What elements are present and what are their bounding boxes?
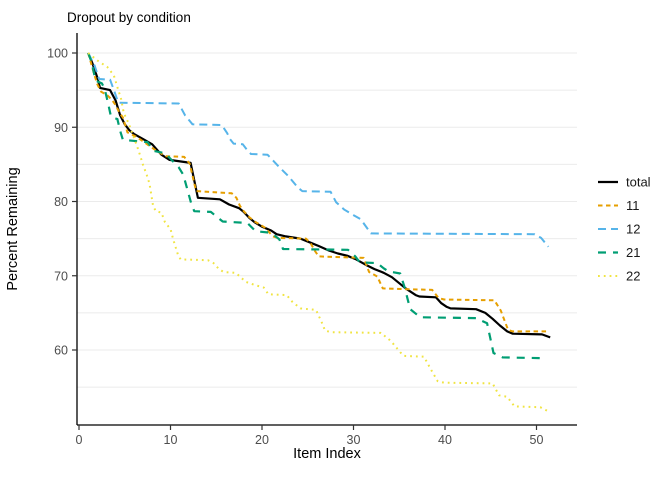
- legend-label-11: 11: [626, 198, 640, 213]
- legend-label-12: 12: [626, 222, 640, 237]
- legend-item-21: 21: [598, 245, 640, 260]
- legend: total 11 12 21 22: [598, 175, 651, 284]
- x-tick-label-20: 20: [255, 433, 269, 447]
- y-tick-label-70: 70: [54, 269, 68, 283]
- series-line-21: [87, 52, 545, 360]
- series-line-22: [87, 52, 548, 412]
- y-axis-title: Percent Remaining: [5, 167, 21, 290]
- legend-item-11: 11: [598, 198, 640, 213]
- legend-item-12: 12: [598, 222, 640, 237]
- y-tick-label-90: 90: [54, 121, 68, 135]
- x-tick-label-30: 30: [347, 433, 361, 447]
- y-tick-label-60: 60: [54, 344, 68, 358]
- y-tick-label-100: 100: [47, 47, 68, 61]
- x-tick-label-40: 40: [438, 433, 452, 447]
- legend-item-total: total: [598, 175, 651, 190]
- series-line-11: [87, 52, 549, 333]
- x-tick-label-10: 10: [164, 433, 178, 447]
- gridlines: [77, 52, 577, 388]
- series-line-12: [87, 52, 550, 248]
- legend-item-22: 22: [598, 269, 640, 284]
- legend-label-22: 22: [626, 269, 640, 284]
- legend-label-total: total: [626, 175, 651, 190]
- y-tick-label-80: 80: [54, 195, 68, 209]
- x-axis-title: Item Index: [293, 446, 361, 462]
- axes: 0 10 20 30 40 50 100 90 80 70 60: [47, 33, 577, 447]
- legend-label-21: 21: [626, 245, 640, 260]
- chart-title: Dropout by condition: [67, 10, 191, 25]
- x-tick-label-0: 0: [76, 433, 83, 447]
- x-tick-label-50: 50: [530, 433, 544, 447]
- data-series: [87, 52, 551, 412]
